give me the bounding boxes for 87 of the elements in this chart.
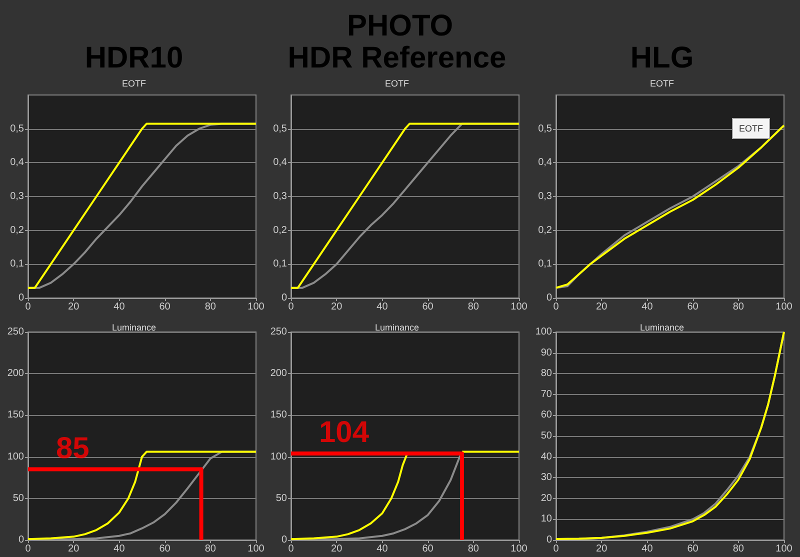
chart-title: Luminance — [112, 322, 156, 332]
x-tick-label: 40 — [376, 544, 388, 554]
x-tick-label: 20 — [596, 302, 608, 312]
y-tick-label: 0,5 — [538, 123, 552, 134]
y-tick-label: 0,5 — [273, 123, 288, 134]
y-tick-label: 20 — [540, 492, 552, 504]
y-tick-label: 50 — [540, 430, 552, 442]
x-tick-label: 80 — [204, 544, 216, 554]
y-tick-label: 0,1 — [273, 258, 288, 270]
x-tick-label: 100 — [510, 544, 528, 554]
annotation: 85 — [56, 432, 90, 465]
chart-subtitle: EOTF — [122, 78, 146, 88]
x-tick-label: 40 — [114, 302, 126, 312]
y-tick-label: 100 — [270, 451, 288, 462]
y-tick-label: 40 — [540, 451, 552, 462]
x-tick-label: 60 — [159, 544, 171, 554]
y-tick-label: 100 — [7, 451, 24, 462]
x-tick-label: 20 — [331, 302, 343, 312]
x-tick-label: 80 — [204, 302, 216, 312]
y-tick-label: 150 — [7, 410, 24, 421]
x-tick-label: 20 — [596, 544, 608, 554]
x-tick-label: 0 — [288, 544, 294, 554]
y-tick-label: 0,3 — [538, 191, 552, 202]
y-tick-label: 50 — [12, 492, 24, 504]
chart-subtitle: EOTF — [385, 78, 410, 88]
y-tick-label: 90 — [540, 347, 552, 358]
x-tick-label: 40 — [642, 302, 654, 312]
y-tick-label: 0 — [281, 292, 288, 304]
y-tick-label: 0 — [546, 292, 552, 304]
x-tick-label: 60 — [687, 544, 699, 554]
y-tick-label: 0,5 — [10, 123, 24, 134]
x-tick-label: 60 — [422, 302, 434, 312]
x-tick-label: 80 — [468, 302, 480, 312]
y-tick-label: 0,1 — [10, 258, 24, 270]
x-tick-label: 0 — [288, 302, 294, 312]
x-tick-label: 20 — [68, 302, 80, 312]
y-tick-label: 0,2 — [10, 224, 24, 236]
x-tick-label: 40 — [642, 544, 654, 554]
x-tick-label: 100 — [248, 302, 265, 312]
x-tick-label: 40 — [376, 302, 388, 312]
y-tick-label: 0,3 — [10, 191, 24, 202]
y-tick-label: 250 — [270, 326, 288, 338]
y-tick-label: 0 — [18, 292, 24, 304]
line-series — [555, 331, 785, 540]
y-tick-label: 0,2 — [273, 224, 288, 236]
y-tick-label: 50 — [276, 492, 288, 504]
x-tick-label: 60 — [687, 302, 699, 312]
y-tick-label: 30 — [540, 472, 552, 484]
y-tick-label: 10 — [540, 514, 552, 525]
x-tick-label: 40 — [114, 544, 126, 554]
y-tick-label: 200 — [270, 368, 288, 380]
y-tick-label: 0,1 — [538, 258, 552, 270]
x-tick-label: 0 — [553, 544, 560, 554]
x-tick-label: 60 — [422, 544, 434, 554]
y-tick-label: 200 — [7, 368, 24, 380]
y-tick-label: 80 — [540, 368, 552, 380]
y-tick-label: 100 — [535, 326, 552, 338]
y-tick-label: 0,4 — [273, 157, 288, 168]
chart-title: Luminance — [374, 322, 420, 332]
annotation: 104 — [319, 416, 370, 449]
y-tick-label: 0,4 — [538, 157, 552, 168]
x-tick-label: 80 — [468, 544, 480, 554]
x-tick-label: 60 — [159, 302, 171, 312]
x-tick-label: 100 — [776, 302, 793, 312]
y-tick-label: 0 — [281, 534, 288, 546]
y-tick-label: 0,3 — [273, 191, 288, 202]
y-tick-label: 0,4 — [10, 157, 24, 168]
y-tick-label: 250 — [7, 326, 24, 338]
y-tick-label: 70 — [540, 388, 552, 400]
x-tick-label: 80 — [732, 302, 744, 312]
y-tick-label: 60 — [540, 410, 552, 421]
x-tick-label: 20 — [68, 544, 80, 554]
x-tick-label: 0 — [25, 302, 32, 312]
chart-title: Luminance — [640, 322, 684, 332]
x-tick-label: 0 — [553, 302, 560, 312]
x-tick-label: 80 — [732, 544, 744, 554]
x-tick-label: 100 — [510, 302, 528, 312]
x-tick-label: 100 — [248, 544, 265, 554]
y-tick-label: 0 — [546, 534, 552, 546]
chart-subtitle: EOTF — [650, 78, 674, 88]
y-tick-label: 0 — [18, 534, 24, 546]
y-tick-label: 150 — [270, 410, 288, 421]
x-tick-label: 100 — [776, 544, 793, 554]
x-tick-label: 20 — [331, 544, 343, 554]
annotation: EOTF — [739, 124, 764, 134]
y-tick-label: 0,2 — [538, 224, 552, 236]
x-tick-label: 0 — [25, 544, 32, 554]
